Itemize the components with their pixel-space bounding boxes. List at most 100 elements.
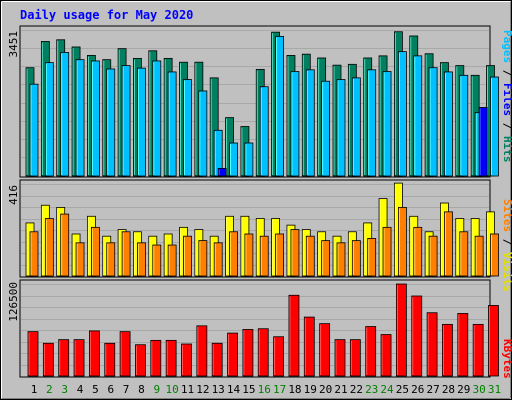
x-tick-label: 14 (227, 383, 241, 396)
bar-files-day-24 (382, 71, 392, 177)
bar-files-day-6 (106, 68, 116, 177)
x-tick-label: 10 (166, 383, 179, 396)
kbytes-panel-legend: KBytes (501, 339, 512, 379)
bar-kbytes-day-6 (104, 342, 116, 377)
bar-kbytes-day-7 (119, 331, 131, 377)
bar-files-day-28 (444, 71, 453, 177)
bar-kbytes-day-21 (334, 339, 346, 377)
x-tick-label: 4 (77, 383, 84, 396)
bar-sites-day-27 (428, 235, 438, 277)
bar-files-day-14 (229, 142, 238, 177)
bar-files-day-11 (183, 79, 192, 177)
hits-ymax-label: 3451 (7, 31, 20, 58)
x-tick-label: 20 (319, 383, 332, 396)
bar-kbytes-day-3 (58, 339, 70, 377)
x-tick-label: 24 (380, 383, 394, 396)
bar-kbytes-day-23 (365, 326, 377, 377)
chart-title: Daily usage for May 2020 (20, 8, 193, 22)
x-tick-label: 5 (92, 383, 99, 396)
bar-sites-day-26 (413, 226, 423, 277)
bar-files-day-20 (321, 80, 331, 177)
bar-files-day-19 (305, 69, 315, 177)
bar-sites-day-23 (367, 238, 377, 277)
bar-kbytes-day-5 (89, 330, 100, 377)
x-axis-labels: 1 2 3 4 5 6 7 8 9 10 11 12 13 14 15 16 17 18 19 20 21 22 23 24 2… (31, 383, 501, 396)
bar-files-day-29 (459, 74, 469, 177)
bar-files-day-4 (75, 59, 85, 177)
bar-sites-day-12 (198, 240, 208, 277)
bar-kbytes-day-12 (196, 325, 208, 377)
bar-sites-day-29 (459, 231, 469, 277)
bar-kbytes-day-9 (150, 339, 162, 377)
bar-files-day-10 (167, 71, 177, 177)
legend-files: Files (501, 83, 512, 116)
bar-kbytes-day-2 (42, 342, 54, 377)
bar-pages-day-30 (478, 107, 488, 177)
bar-sites-day-18 (290, 229, 300, 277)
x-tick-label: 12 (196, 383, 209, 396)
bar-files-day-22 (351, 77, 361, 177)
x-tick-label: 7 (123, 383, 130, 396)
bar-kbytes-day-13 (211, 342, 223, 377)
x-tick-label: 15 (242, 383, 255, 396)
bar-sites-day-20 (321, 240, 331, 277)
bar-sites-day-15 (244, 233, 254, 277)
legend-kbytes: KBytes (501, 339, 512, 379)
visits-ymax-label: 416 (7, 185, 20, 205)
bar-files-day-18 (290, 71, 300, 177)
bar-sites-day-21 (336, 242, 346, 277)
bar-sites-day-16 (259, 235, 269, 277)
bar-files-day-2 (44, 62, 54, 177)
bar-pages-day-13 (217, 167, 227, 177)
legend-sep-1: / (501, 63, 512, 83)
bar-sites-day-6 (106, 242, 116, 277)
legend-sep-2: / (501, 116, 512, 136)
bar-sites-day-25 (397, 207, 407, 277)
bar-kbytes-day-1 (27, 331, 39, 377)
x-tick-label: 23 (365, 383, 378, 396)
bar-sites-day-11 (183, 235, 192, 277)
bar-files-day-3 (60, 52, 70, 177)
bar-files-day-26 (413, 55, 423, 177)
bar-kbytes-day-25 (395, 283, 407, 377)
bar-sites-day-14 (229, 231, 238, 277)
legend-sites: Sites (501, 199, 512, 232)
bar-kbytes-day-31 (488, 305, 499, 377)
bar-kbytes-day-11 (181, 343, 192, 377)
bar-sites-day-17 (275, 233, 285, 277)
bar-files-day-21 (336, 79, 346, 177)
bar-sites-day-3 (60, 213, 70, 277)
legend-sep-3: / (501, 232, 512, 252)
bar-sites-day-22 (351, 240, 361, 277)
bar-sites-day-30 (474, 235, 484, 277)
x-tick-label: 30 (473, 383, 486, 396)
bar-kbytes-day-17 (273, 336, 285, 377)
bar-kbytes-day-20 (319, 323, 331, 377)
x-tick-label: 27 (426, 383, 439, 396)
x-tick-label: 25 (396, 383, 409, 396)
bar-kbytes-day-16 (257, 328, 269, 377)
x-tick-label: 29 (457, 383, 470, 396)
bar-kbytes-day-10 (165, 339, 177, 377)
bar-kbytes-day-27 (426, 312, 438, 377)
bar-kbytes-day-19 (303, 316, 315, 377)
bar-kbytes-day-24 (380, 334, 392, 377)
x-tick-label: 13 (212, 383, 225, 396)
legend-hits: Hits (501, 136, 512, 163)
bar-files-day-16 (259, 86, 269, 177)
x-tick-label: 6 (107, 383, 114, 396)
x-tick-label: 9 (153, 383, 160, 396)
bar-kbytes-day-4 (73, 339, 85, 377)
bar-files-day-23 (367, 69, 377, 177)
bar-kbytes-day-30 (472, 323, 484, 377)
bar-sites-day-10 (167, 244, 177, 277)
bar-files-day-27 (428, 67, 438, 177)
x-tick-label: 17 (273, 383, 286, 396)
x-tick-label: 28 (442, 383, 455, 396)
x-tick-label: 19 (304, 383, 317, 396)
x-tick-label: 3 (61, 383, 68, 396)
legend-visits: Visits (501, 252, 512, 292)
bar-files-day-15 (244, 142, 254, 177)
bar-kbytes-day-14 (227, 332, 238, 377)
x-tick-label: 8 (138, 383, 145, 396)
